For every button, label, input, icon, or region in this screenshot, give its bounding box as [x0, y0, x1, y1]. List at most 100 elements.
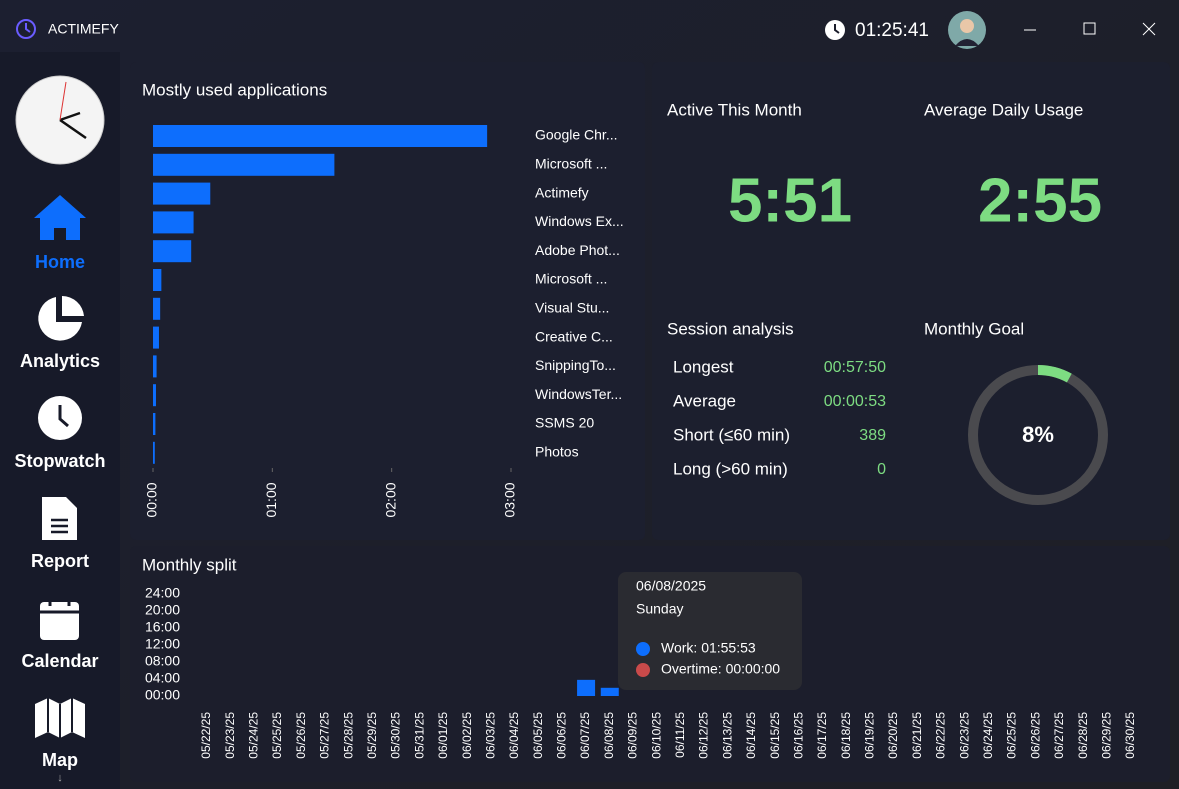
category-label: Actimefy: [535, 184, 589, 200]
tooltip-dot: [636, 663, 650, 677]
close-button[interactable]: [1142, 22, 1156, 36]
bar: [153, 413, 156, 435]
category-label: Windows Ex...: [535, 213, 624, 229]
chart-title: Monthly split: [142, 555, 237, 574]
stat-label: Active This Month: [667, 100, 802, 119]
x-tick-label: 06/14/25: [744, 712, 758, 759]
x-tick-label: 05/27/25: [318, 712, 332, 759]
app-title: ACTIMEFY: [48, 21, 119, 37]
x-tick-label: 05/28/25: [341, 712, 355, 759]
analog-clock-second: [59, 81, 67, 121]
bar: [153, 441, 155, 464]
x-tick-label: 06/07/25: [578, 712, 592, 759]
category-label: WindowsTer...: [535, 386, 622, 402]
x-tick-label: 06/10/25: [649, 712, 663, 759]
x-tick-label: 06/01/25: [436, 712, 450, 759]
category-label: Microsoft ...: [535, 156, 607, 172]
category-label: Creative C...: [535, 328, 613, 344]
bar: [153, 326, 159, 349]
stat-value: 2:55: [978, 166, 1102, 235]
section-title: Session analysis: [667, 319, 794, 338]
y-tick-label: 04:00: [145, 670, 180, 686]
category-label: Microsoft ...: [535, 271, 607, 287]
x-tick-label: 05/23/25: [223, 712, 237, 759]
stat-label: Average Daily Usage: [924, 100, 1083, 119]
x-tick-label: 05/26/25: [294, 712, 308, 759]
bar: [153, 297, 161, 320]
x-tick-label: 06/26/25: [1028, 712, 1042, 759]
map-icon-lines: [47, 698, 73, 738]
calendar-icon-lines: [40, 596, 79, 614]
x-tick-label: 06/23/25: [957, 712, 971, 759]
x-tick-label: 06/04/25: [507, 712, 521, 759]
scroll-arrow: ↓: [57, 772, 63, 784]
bar: [153, 125, 488, 147]
stats-panel: [652, 62, 1170, 540]
app-logo-hand: [25, 23, 31, 33]
bar: [153, 153, 335, 176]
x-tick-label: 06/27/25: [1052, 712, 1066, 759]
bar: [153, 211, 194, 234]
x-tick-label: 05/29/25: [365, 712, 379, 759]
tooltip-date: 06/08/2025: [636, 578, 706, 594]
home-icon[interactable]: [34, 195, 86, 240]
y-tick-label: 08:00: [145, 653, 180, 669]
bar: [153, 355, 157, 378]
category-label: SnippingTo...: [535, 357, 616, 373]
calendar-icon[interactable]: [40, 602, 79, 640]
analytics-icon[interactable]: [38, 295, 84, 341]
x-tick-label: 05/25/25: [270, 712, 284, 759]
x-tick-label: 06/24/25: [981, 712, 995, 759]
clock-icon-hand: [834, 24, 840, 34]
x-tick-label: 06/02/25: [460, 712, 474, 759]
maximize-button[interactable]: [1083, 22, 1096, 35]
x-tick-label: 06/09/25: [626, 712, 640, 759]
session-value: 0: [877, 461, 886, 478]
session-label: Average: [673, 391, 736, 410]
tooltip-item: Work: 01:55:53: [661, 640, 756, 656]
nav-label[interactable]: Analytics: [20, 351, 100, 371]
x-tick-label: 06/06/25: [555, 712, 569, 759]
tooltip-item: Overtime: 00:00:00: [661, 661, 780, 677]
nav-label[interactable]: Report: [31, 551, 89, 571]
nav-label[interactable]: Map: [42, 750, 78, 770]
x-tick-label: 05/24/25: [247, 712, 261, 759]
x-tick-label: 06/25/25: [1005, 712, 1019, 759]
x-tick-label: 06/15/25: [768, 712, 782, 759]
x-tick-label: 02:00: [382, 482, 398, 517]
x-tick-label: 06/29/25: [1099, 712, 1113, 759]
apps-panel: [130, 62, 645, 540]
x-tick-label: 06/12/25: [697, 712, 711, 759]
x-tick-label: 06/28/25: [1076, 712, 1090, 759]
session-label: Longest: [673, 357, 734, 376]
y-tick-label: 16:00: [145, 619, 180, 635]
nav-label[interactable]: Calendar: [21, 651, 98, 671]
clock-time: 01:25:41: [855, 20, 929, 41]
category-label: Google Chr...: [535, 127, 618, 143]
y-tick-label: 24:00: [145, 585, 180, 601]
report-icon[interactable]: [42, 497, 77, 540]
report-icon-lines: [51, 518, 68, 534]
category-label: Visual Stu...: [535, 300, 609, 316]
x-tick-label: 06/16/25: [791, 712, 805, 759]
session-label: Long (>60 min): [673, 459, 788, 478]
x-tick-label: 06/08/25: [602, 712, 616, 759]
bar: [577, 679, 596, 696]
x-tick-label: 06/17/25: [815, 712, 829, 759]
gauge-arc: [1037, 365, 1072, 383]
x-tick-label: 06/18/25: [839, 712, 853, 759]
bar: [153, 182, 211, 205]
x-tick-label: 01:00: [263, 482, 279, 517]
x-tick-label: 03:00: [502, 482, 518, 517]
nav-label[interactable]: Stopwatch: [14, 451, 105, 471]
category-label: SSMS 20: [535, 415, 594, 431]
y-tick-label: 12:00: [145, 636, 180, 652]
x-tick-label: 06/22/25: [934, 712, 948, 759]
bar: [153, 384, 156, 407]
x-tick-label: 06/20/25: [886, 712, 900, 759]
gauge-label: 8%: [1022, 422, 1054, 447]
avatar-body: [955, 39, 979, 46]
nav-label[interactable]: Home: [35, 252, 85, 272]
tooltip-dot: [636, 642, 650, 656]
